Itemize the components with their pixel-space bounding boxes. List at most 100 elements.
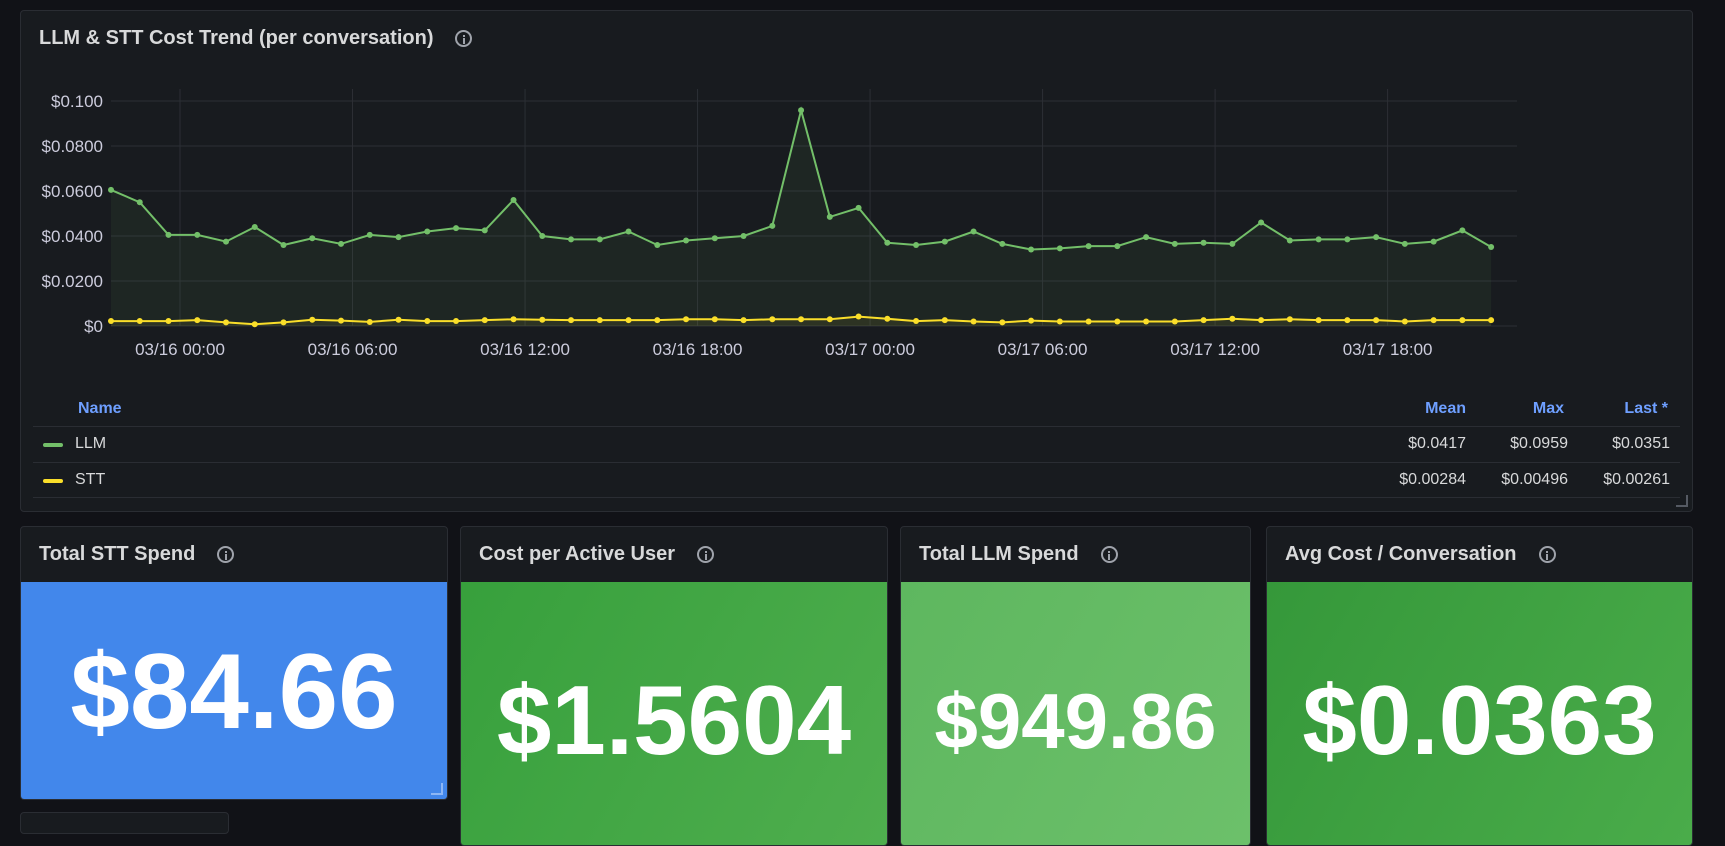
stat-value-area: $84.66 — [21, 582, 447, 799]
stat-panel-title[interactable]: Total STT Spend — [39, 543, 235, 566]
data-point-stt — [999, 319, 1006, 326]
x-tick-label: 03/17 18:00 — [1343, 340, 1433, 359]
panel-resize-handle[interactable] — [431, 783, 443, 795]
data-point-stt — [1373, 317, 1380, 324]
data-point-llm — [884, 239, 891, 246]
data-point-llm — [711, 235, 718, 242]
data-point-stt — [625, 317, 632, 324]
legend-max-value: $0.00496 — [1501, 471, 1568, 488]
stat-panel-cost-per-active-user: Cost per Active User $1.5604 — [460, 526, 888, 846]
data-point-stt — [568, 317, 575, 324]
data-point-llm — [1430, 238, 1437, 245]
data-point-stt — [424, 318, 431, 325]
legend-header-mean[interactable]: Mean — [1425, 400, 1466, 417]
data-point-stt — [941, 317, 948, 324]
data-point-stt — [194, 317, 201, 324]
data-point-stt — [740, 317, 747, 324]
cost-trend-chart[interactable]: $0 $0.0200 $0.0400 $0.0600 $0.0800 $0.100 03/1… — [21, 11, 1693, 401]
data-point-llm — [1373, 234, 1380, 241]
stat-title-text: Total STT Spend — [39, 543, 196, 565]
data-point-stt — [970, 318, 977, 325]
legend-row-llm[interactable]: LLM $0.0417 $0.0959 $0.0351 — [33, 426, 1680, 461]
data-point-llm — [539, 233, 546, 239]
stat-value-area: $949.86 — [901, 582, 1250, 845]
info-circle-icon[interactable] — [455, 30, 473, 47]
legend-series-name: STT — [75, 471, 106, 488]
data-point-stt — [711, 316, 718, 323]
data-point-llm — [740, 233, 747, 239]
data-point-stt — [913, 318, 920, 325]
data-point-llm — [136, 199, 143, 206]
legend-mean-value: $0.0417 — [1408, 435, 1466, 452]
data-point-stt — [1286, 316, 1293, 323]
data-point-stt — [683, 316, 690, 323]
data-point-llm — [1459, 227, 1466, 234]
data-point-llm — [165, 231, 172, 238]
data-point-llm — [1401, 240, 1408, 247]
legend-row-stt[interactable]: STT $0.00284 $0.00496 $0.00261 — [33, 462, 1680, 498]
stat-title-text: Avg Cost / Conversation — [1285, 543, 1517, 565]
data-point-llm — [309, 235, 316, 242]
x-tick-label: 03/17 12:00 — [1170, 340, 1260, 359]
data-point-llm — [769, 222, 776, 229]
data-point-llm — [1200, 239, 1207, 246]
stat-value-area: $1.5604 — [461, 582, 887, 845]
x-tick-label: 03/16 00:00 — [135, 340, 225, 359]
stat-panel-avg-cost-per-conversation: Avg Cost / Conversation $0.0363 — [1266, 526, 1693, 846]
data-point-stt — [1315, 317, 1322, 324]
stat-title-text: Cost per Active User — [479, 543, 675, 565]
data-point-llm — [941, 238, 948, 245]
data-point-stt — [1114, 318, 1121, 325]
data-point-stt — [855, 313, 862, 320]
legend-header-last[interactable]: Last * — [1624, 400, 1668, 417]
data-point-stt — [366, 318, 373, 325]
x-tick-label: 03/17 06:00 — [998, 340, 1088, 359]
data-point-stt — [769, 316, 776, 323]
info-circle-icon[interactable] — [697, 546, 714, 563]
data-point-stt — [596, 317, 603, 324]
data-point-llm — [223, 238, 230, 245]
stat-panel-total-llm-spend: Total LLM Spend $949.86 — [900, 526, 1251, 846]
data-point-llm — [1171, 240, 1178, 247]
y-tick-label: $0 — [84, 317, 103, 336]
data-point-llm — [1488, 244, 1495, 251]
data-point-llm — [338, 240, 345, 247]
legend-header-name[interactable]: Name — [78, 400, 122, 417]
data-point-llm — [1229, 240, 1236, 247]
info-circle-icon[interactable] — [1100, 546, 1118, 563]
stat-value: $949.86 — [934, 677, 1217, 765]
data-point-llm — [1143, 234, 1150, 241]
legend-header-max[interactable]: Max — [1532, 400, 1564, 417]
data-point-llm — [798, 107, 805, 114]
stat-value: $0.0363 — [1302, 665, 1657, 775]
data-point-stt — [1200, 317, 1207, 324]
data-point-stt — [395, 316, 402, 323]
trend-panel-title[interactable]: LLM & STT Cost Trend (per conversation) — [39, 27, 473, 50]
data-point-stt — [1171, 318, 1178, 325]
panel-resize-handle[interactable] — [1676, 495, 1688, 507]
data-point-stt — [108, 318, 114, 325]
data-point-llm — [194, 231, 201, 238]
info-circle-icon[interactable] — [1538, 546, 1556, 563]
info-circle-icon[interactable] — [217, 546, 235, 563]
data-point-llm — [1258, 219, 1265, 226]
stat-panel-title[interactable]: Avg Cost / Conversation — [1285, 543, 1556, 566]
y-tick-label: $0.0800 — [42, 137, 103, 156]
legend-series-name: LLM — [75, 435, 107, 452]
data-point-llm — [1286, 237, 1293, 244]
data-point-llm — [280, 242, 287, 248]
data-point-llm — [108, 186, 114, 193]
data-point-llm — [453, 225, 460, 232]
y-tick-label: $0.0200 — [42, 272, 103, 291]
data-point-llm — [855, 204, 862, 211]
stat-panel-title[interactable]: Cost per Active User — [479, 543, 714, 566]
data-point-llm — [1315, 236, 1322, 243]
stat-panel-title[interactable]: Total LLM Spend — [919, 543, 1118, 566]
llm-swatch — [43, 443, 63, 447]
data-point-llm — [568, 236, 575, 243]
collapsed-panel-header[interactable] — [20, 812, 229, 834]
data-point-stt — [510, 316, 517, 323]
data-point-stt — [1056, 318, 1063, 325]
y-tick-label: $0.0400 — [42, 227, 103, 246]
x-tick-label: 03/17 00:00 — [825, 340, 915, 359]
